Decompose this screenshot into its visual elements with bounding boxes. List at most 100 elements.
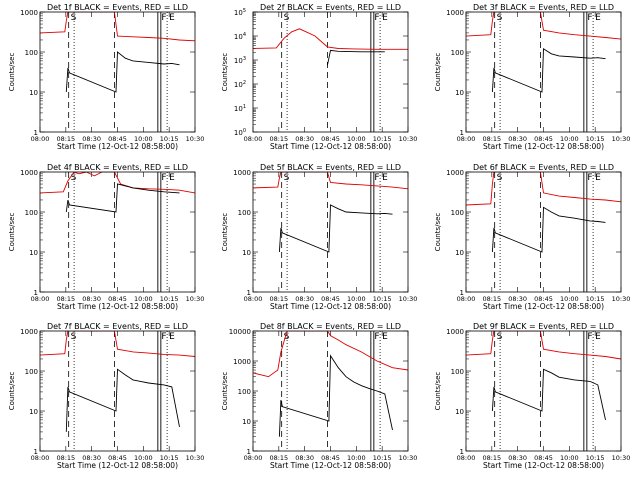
y-tick-label: 1 xyxy=(460,289,464,297)
x-tick-label: 08:45 xyxy=(534,295,553,303)
x-axis-label: Start Time (12-Oct-12 08:58:00) xyxy=(57,142,178,151)
y-tick-label: 1000 xyxy=(233,169,251,177)
x-tick-label: 08:30 xyxy=(508,135,527,143)
y-tick-label: 10 xyxy=(29,408,38,416)
x-tick-label: 08:00 xyxy=(31,454,50,462)
x-tick-label: 08:00 xyxy=(457,295,476,303)
x-tick-label: 10:15 xyxy=(586,295,605,303)
y-axis-label: Counts/sec xyxy=(221,372,229,411)
x-tick-label: 08:15 xyxy=(482,295,501,303)
chart-title: Det 5f BLACK = Events, RED = LLD xyxy=(260,163,401,172)
x-tick-label: 08:00 xyxy=(457,135,476,143)
marker-label: F xyxy=(587,173,592,183)
x-tick-label: 10:30 xyxy=(612,135,631,143)
x-tick-label: 08:15 xyxy=(482,454,501,462)
x-tick-label: 08:15 xyxy=(269,454,288,462)
y-tick-label: 100 xyxy=(234,128,246,137)
x-tick-label: 10:30 xyxy=(186,454,205,462)
series-line-lld xyxy=(40,331,195,357)
x-tick-label: 10:30 xyxy=(612,454,631,462)
x-tick-label: 10:15 xyxy=(160,135,179,143)
x-tick-label: 10:30 xyxy=(399,135,418,143)
marker-label: E xyxy=(382,13,388,23)
x-tick-label: 08:30 xyxy=(508,454,527,462)
y-tick-label: 1000 xyxy=(446,9,464,17)
x-tick-label: 08:15 xyxy=(56,295,75,303)
x-tick-label: 10:00 xyxy=(134,454,153,462)
x-tick-label: 08:45 xyxy=(108,454,127,462)
series-line-events xyxy=(278,354,393,437)
marker-label: S xyxy=(497,332,503,342)
y-axis-label: Counts/sec xyxy=(434,53,442,92)
plot-frame xyxy=(39,171,196,293)
x-tick-label: 08:30 xyxy=(295,454,314,462)
series-line-events xyxy=(65,368,180,432)
y-tick-label: 10 xyxy=(455,249,464,257)
marker-label: S xyxy=(71,13,77,23)
y-tick-label: 101 xyxy=(234,104,246,113)
marker-label: E xyxy=(169,173,175,183)
y-tick-label: 1 xyxy=(34,129,38,137)
marker-label: E xyxy=(169,13,175,23)
x-tick-label: 10:00 xyxy=(560,295,579,303)
chart-title: Det 3f BLACK = Events, RED = LLD xyxy=(473,3,614,12)
series-line-lld xyxy=(253,172,408,190)
panel-det-1: Det 1f BLACK = Events, RED = LLD 1 10 100 10… xyxy=(8,3,204,151)
marker-label: F xyxy=(374,332,379,342)
x-tick-label: 08:15 xyxy=(56,454,75,462)
chart-title: Det 1f BLACK = Events, RED = LLD xyxy=(47,3,188,12)
series-line-lld xyxy=(40,12,195,42)
marker-label: E xyxy=(595,173,601,183)
y-tick-label: 100 xyxy=(451,49,464,57)
x-tick-label: 08:15 xyxy=(482,135,501,143)
y-axis-label: Counts/sec xyxy=(434,213,442,252)
y-tick-label: 1 xyxy=(460,448,464,456)
y-tick-label: 100 xyxy=(451,209,464,217)
chart-title: Det 2f BLACK = Events, RED = LLD xyxy=(260,3,401,12)
marker-label: F xyxy=(374,173,379,183)
plot-frame xyxy=(39,11,196,133)
plot-frame xyxy=(252,171,409,293)
x-tick-label: 10:15 xyxy=(160,454,179,462)
marker-label: E xyxy=(595,13,601,23)
series-line-lld xyxy=(40,172,195,194)
y-tick-label: 100 xyxy=(25,368,38,376)
x-tick-label: 08:00 xyxy=(31,295,50,303)
y-tick-label: 1000 xyxy=(20,9,38,17)
plot-frame xyxy=(465,11,622,133)
y-tick-label: 1000 xyxy=(20,328,38,336)
x-axis-label: Start Time (12-Oct-12 08:58:00) xyxy=(270,461,391,470)
y-tick-label: 1000 xyxy=(446,328,464,336)
panel-det-6: Det 6f BLACK = Events, RED = LLD 1 10 100 10… xyxy=(434,163,630,311)
marker-label: S xyxy=(284,13,290,23)
x-tick-label: 08:30 xyxy=(295,295,314,303)
x-tick-label: 08:00 xyxy=(244,454,263,462)
plot-frame xyxy=(465,330,622,452)
x-tick-label: 08:45 xyxy=(534,135,553,143)
y-tick-label: 1 xyxy=(460,129,464,137)
x-axis-label: Start Time (12-Oct-12 08:58:00) xyxy=(57,461,178,470)
y-axis-label: Counts/sec xyxy=(221,53,229,92)
x-tick-label: 08:00 xyxy=(244,295,263,303)
x-tick-label: 10:15 xyxy=(373,135,392,143)
series-line-lld xyxy=(253,331,408,378)
x-axis-label: Start Time (12-Oct-12 08:58:00) xyxy=(483,142,604,151)
plot-frame xyxy=(39,330,196,452)
marker-label: E xyxy=(382,332,388,342)
x-tick-label: 08:15 xyxy=(269,135,288,143)
x-tick-label: 08:45 xyxy=(321,295,340,303)
y-tick-label: 1 xyxy=(34,289,38,297)
series-line-events xyxy=(491,47,606,93)
x-tick-label: 10:15 xyxy=(160,295,179,303)
series-line-lld xyxy=(253,28,408,50)
x-tick-label: 10:00 xyxy=(347,454,366,462)
y-tick-label: 100 xyxy=(238,209,251,217)
series-line-events xyxy=(278,204,393,253)
plot-frame xyxy=(252,11,409,133)
y-axis-label: Counts/sec xyxy=(8,372,16,411)
chart-title: Det 9f BLACK = Events, RED = LLD xyxy=(473,322,614,331)
series-line-lld xyxy=(466,12,621,40)
y-tick-label: 1000 xyxy=(20,169,38,177)
x-tick-label: 10:00 xyxy=(347,295,366,303)
